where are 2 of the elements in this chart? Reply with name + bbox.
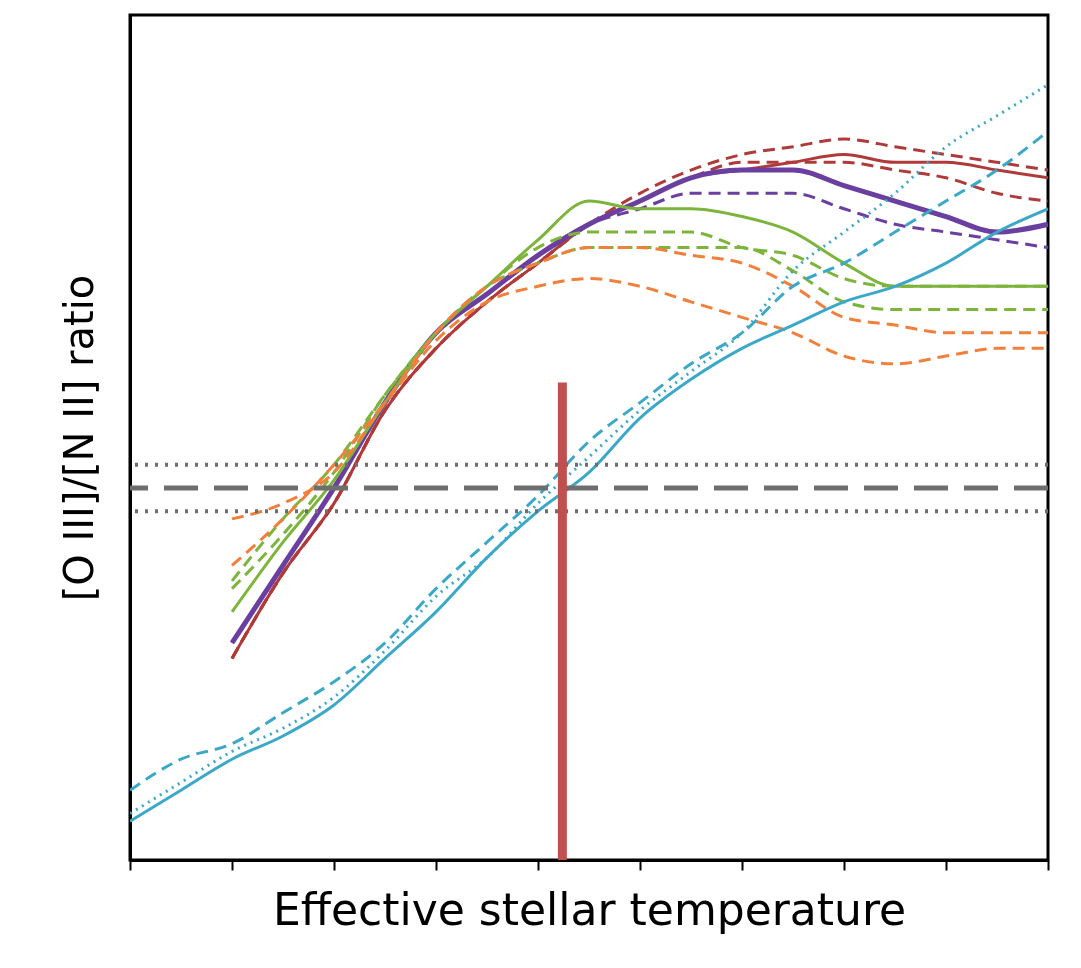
y-axis-title: [O III]/[N II] ratio <box>55 274 102 602</box>
x-axis-title: Effective stellar temperature <box>272 883 907 935</box>
